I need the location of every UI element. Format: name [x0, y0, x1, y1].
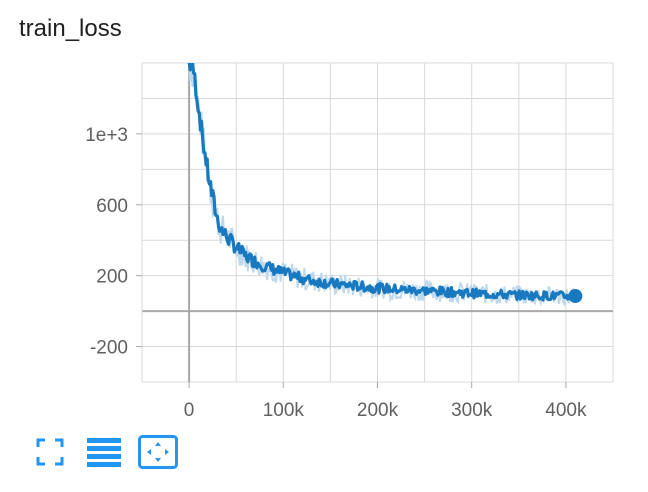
chart-title: train_loss: [19, 15, 122, 42]
fit-domain-icon: [138, 435, 178, 469]
x-tick-label: 100k: [263, 400, 305, 420]
y-tick-label: 200: [96, 267, 128, 288]
fit-domain-button[interactable]: [138, 432, 178, 472]
smoothed-series-line: [187, 63, 576, 302]
x-tick-label: 400k: [545, 400, 587, 420]
x-tick-label: 200k: [357, 400, 399, 420]
raw-series-line: [188, 63, 576, 307]
fullscreen-button[interactable]: [30, 432, 70, 472]
y-tick-label: 600: [96, 196, 128, 217]
fullscreen-icon: [36, 438, 64, 466]
y-tick-label: -200: [90, 338, 128, 359]
toggle-log-scale-button[interactable]: [84, 432, 124, 472]
chart-toolbar: [30, 432, 192, 472]
list-icon: [87, 438, 121, 467]
chart-plot[interactable]: 0 100k 200k 300k 400k -200 200 600 1e+3: [0, 0, 648, 420]
x-tick-label: 0: [184, 400, 195, 420]
y-tick-label: 1e+3: [85, 125, 128, 146]
series-endpoint-marker: [568, 289, 583, 304]
x-tick-label: 300k: [451, 400, 493, 420]
